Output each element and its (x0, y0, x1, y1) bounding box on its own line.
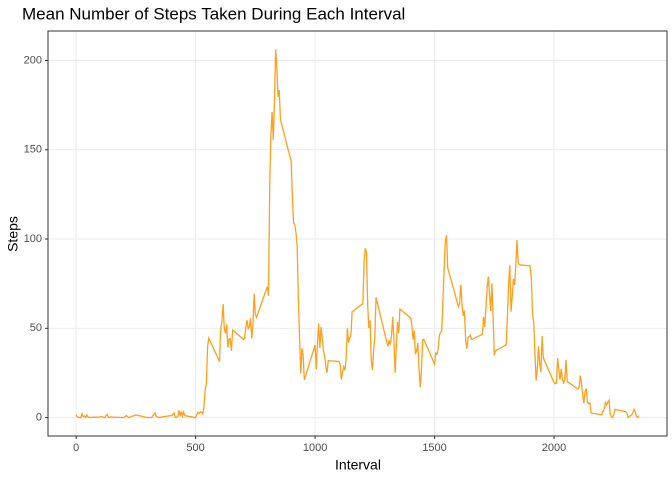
x-tick-label: 0 (73, 442, 79, 454)
y-tick-label: 50 (30, 322, 42, 334)
panel-border (47, 30, 668, 437)
x-axis-title: Interval (335, 457, 381, 473)
x-tick-label: 500 (186, 442, 204, 454)
x-tick-label: 1500 (422, 442, 446, 454)
y-tick-label: 0 (36, 412, 42, 424)
y-tick-label: 200 (24, 54, 42, 66)
chart-title: Mean Number of Steps Taken During Each I… (22, 4, 405, 23)
x-tick-label: 1000 (303, 442, 327, 454)
y-axis-title: Steps (5, 216, 21, 252)
y-tick-label: 150 (24, 144, 42, 156)
y-tick-label: 100 (24, 233, 42, 245)
plot-panel (48, 31, 667, 436)
data-line (75, 49, 640, 420)
x-tick-label: 2000 (542, 442, 566, 454)
